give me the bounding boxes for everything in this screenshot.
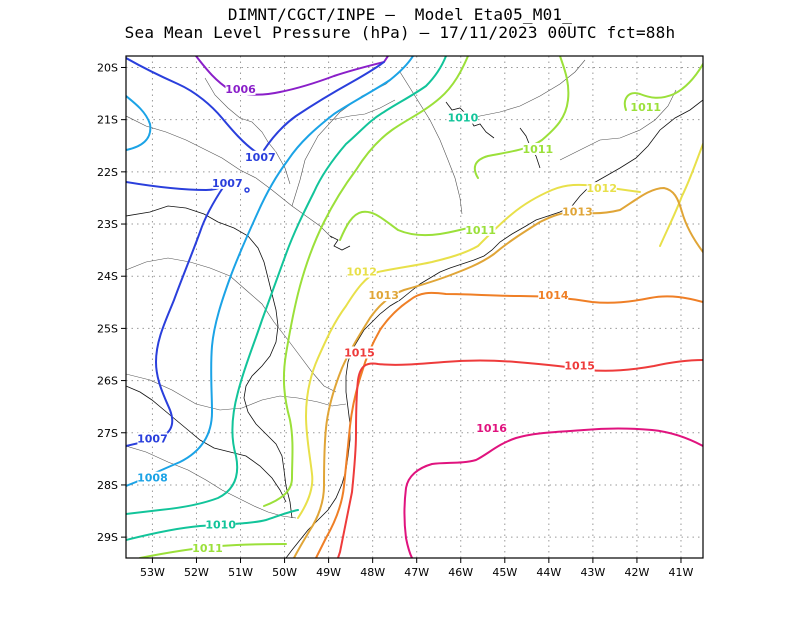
isobar-1012-line-b [297, 183, 641, 519]
lat-tick-label: 23S [97, 218, 118, 231]
plot-frame [125, 55, 704, 559]
isobar-1007-label: 1007 [245, 151, 276, 164]
lat-tick-label: 21S [97, 114, 118, 127]
isobar-1008-label: 1008 [137, 472, 168, 485]
lon-tick-label: 43W [580, 566, 605, 579]
lon-tick-label: 51W [228, 566, 253, 579]
isobar-1011-line-a [263, 56, 469, 507]
isobar-1013-label: 1013 [368, 289, 399, 302]
lon-tick-label: 52W [184, 566, 209, 579]
isobar-1015-label: 1015 [344, 346, 375, 359]
isobar-label-bg [192, 542, 223, 555]
map-title: DIMNT/CGCT/INPE — Model Eta05_M01_ Sea M… [0, 6, 800, 42]
lon-tick-label: 47W [404, 566, 429, 579]
isobar-1015-label: 1015 [564, 360, 595, 373]
isobar-label-bg [562, 205, 593, 218]
lat-tick-label: 22S [97, 166, 118, 179]
isobar-1016-label: 1016 [476, 422, 507, 435]
isobar-1016-line [403, 427, 703, 558]
isobar-1006-label: 1006 [225, 83, 256, 96]
isobar-1011-line-e [339, 210, 479, 241]
lon-tick-label: 53W [140, 566, 165, 579]
lon-tick-label: 45W [492, 566, 517, 579]
isobar-1008-line-b [126, 56, 414, 487]
lat-tick-label: 28S [97, 479, 118, 492]
lon-tick-label: 49W [316, 566, 341, 579]
lat-tick-label: 24S [97, 270, 118, 283]
lon-tick-label: 42W [624, 566, 649, 579]
lon-tick-label: 48W [360, 566, 385, 579]
isobar-label-bg [205, 518, 236, 531]
isobar-label-bg [346, 265, 377, 278]
isobar-label-bg [522, 142, 553, 155]
isobar-1011-label: 1011 [465, 224, 496, 237]
isobar-1011-label: 1011 [630, 101, 661, 114]
lon-tick-label: 50W [272, 566, 297, 579]
isobar-1007-line-a [126, 57, 257, 153]
lat-tick-label: 20S [97, 61, 118, 74]
isobar-1010-line [126, 56, 447, 515]
isobar-1012-label: 1012 [346, 266, 377, 279]
lon-tick-label: 44W [536, 566, 561, 579]
isobar-label-bg [137, 471, 168, 484]
isobar-labels: 1006100710071007100810101010101110111011… [137, 82, 661, 555]
isobar-label-bg [245, 150, 276, 163]
isobar-lines [126, 56, 703, 558]
isobar-label-bg [538, 289, 569, 302]
isobar-1015-line [337, 359, 703, 558]
isobar-label-bg [586, 182, 617, 195]
lat-tick-label: 26S [97, 375, 118, 388]
title-line-2: Sea Mean Level Pressure (hPa) — 17/11/20… [124, 23, 676, 42]
isobar-1006-line [195, 56, 389, 96]
isobar-label-bg [212, 176, 243, 189]
isobar-1013-line-a [293, 187, 703, 558]
isobar-1008-line-a [126, 95, 152, 151]
isobar-1007-label: 1007 [137, 433, 168, 446]
isobar-1013-label: 1013 [562, 206, 593, 219]
isobar-label-bg [476, 422, 507, 435]
isobar-label-bg [564, 359, 595, 372]
isobar-1012-line-a [659, 143, 703, 247]
geography [126, 59, 703, 558]
isobar-1014-line [315, 291, 703, 558]
axis-ticks: 53W 52W 51W 50W 49W 48W 47W 46W 45W 44W 43W 42W 41W 2… [97, 61, 694, 579]
isobar-label-bg [465, 223, 496, 236]
isobar-1007-line-b [263, 61, 385, 151]
isobar-1011-line-c [473, 56, 570, 179]
title-line-1: DIMNT/CGCT/INPE — Model Eta05_M01_ [227, 5, 573, 24]
isobar-1007-closed [244, 187, 250, 193]
isobar-1011-label: 1011 [192, 542, 223, 555]
isobar-1012-label: 1012 [586, 182, 617, 195]
isobar-label-bg [137, 432, 168, 445]
lat-tick-label: 27S [97, 427, 118, 440]
isobar-1011-label: 1011 [523, 143, 554, 156]
isobar-label-bg [225, 82, 256, 95]
state-borders [126, 59, 677, 519]
grid-lines [126, 56, 703, 558]
isobar-1011-line-d [623, 63, 703, 111]
isobar-1010-label: 1010 [448, 112, 479, 125]
isobar-1007-label: 1007 [212, 177, 243, 190]
isobar-1010-label: 1010 [205, 519, 236, 532]
isobar-label-bg [368, 289, 399, 302]
lat-tick-label: 29S [97, 531, 118, 544]
isobar-1007-line-c [126, 181, 225, 447]
coastline [126, 99, 703, 558]
isobar-label-bg [344, 346, 375, 359]
lon-tick-label: 46W [448, 566, 473, 579]
isobar-label-bg [447, 111, 478, 124]
lon-tick-label: 41W [669, 566, 694, 579]
lat-tick-label: 25S [97, 322, 118, 335]
isobar-1014-label: 1014 [538, 289, 569, 302]
isobar-label-bg [630, 101, 661, 114]
